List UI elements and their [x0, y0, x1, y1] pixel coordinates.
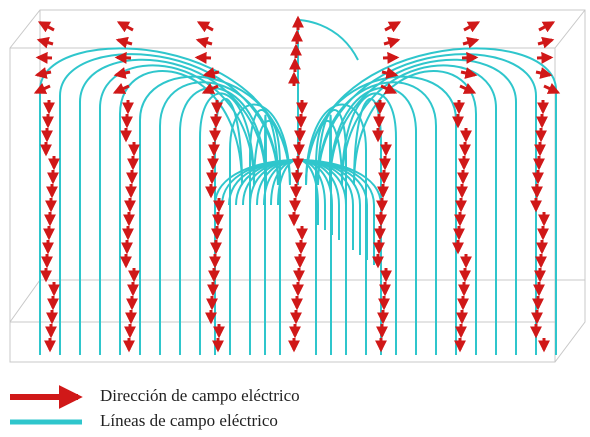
field-arrow: [536, 72, 550, 75]
field-line: [215, 99, 242, 355]
field-arrow: [385, 23, 399, 31]
field-line: [80, 60, 266, 355]
field-arrow: [462, 58, 476, 59]
field-arrow: [40, 23, 54, 31]
figure: Dirección de campo eléctrico Líneas de c…: [0, 0, 590, 437]
field-arrow: [116, 72, 130, 75]
field-arrow: [199, 23, 213, 31]
field-arrow: [197, 58, 211, 59]
field-arrow: [538, 40, 552, 44]
field-arrow: [38, 58, 52, 59]
field-arrow: [198, 40, 212, 44]
field-arrow: [539, 23, 553, 31]
field-arrow: [464, 23, 478, 31]
field-arrow: [39, 40, 53, 44]
legend: Dirección de campo eléctrico Líneas de c…: [10, 386, 300, 430]
field-arrow: [384, 40, 398, 44]
legend-label: Dirección de campo eléctrico: [100, 386, 300, 405]
field-line: [40, 48, 290, 355]
field-arrow: [118, 40, 132, 44]
field-arrow: [537, 58, 551, 59]
field-line: [330, 115, 331, 355]
field-line: [318, 82, 436, 355]
field-line: [330, 60, 516, 355]
field-arrow: [463, 40, 477, 44]
field-arrow: [383, 58, 397, 59]
field-arrow: [37, 72, 51, 75]
field-line: [265, 115, 266, 355]
field-line: [306, 48, 556, 355]
field-arrow: [36, 86, 50, 93]
field-arrow: [117, 58, 131, 59]
legend-label: Líneas de campo eléctrico: [100, 411, 278, 430]
field-arrow: [119, 23, 133, 31]
